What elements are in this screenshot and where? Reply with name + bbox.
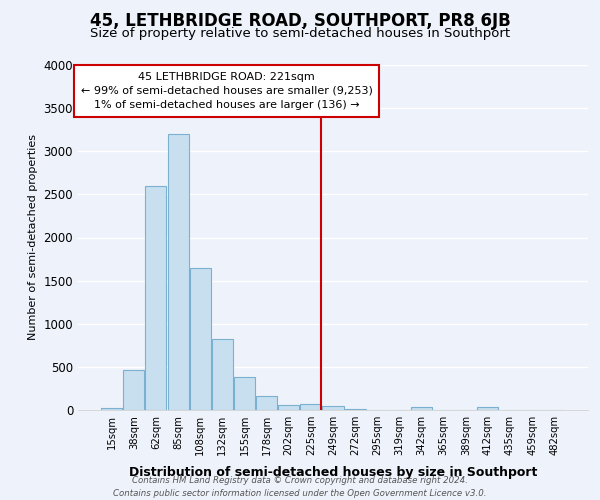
Text: 45, LETHBRIDGE ROAD, SOUTHPORT, PR8 6JB: 45, LETHBRIDGE ROAD, SOUTHPORT, PR8 6JB [89,12,511,30]
Text: Size of property relative to semi-detached houses in Southport: Size of property relative to semi-detach… [90,28,510,40]
Bar [256,396,277,410]
X-axis label: Distribution of semi-detached houses by size in Southport: Distribution of semi-detached houses by … [129,466,537,479]
Bar [212,340,233,410]
Text: Contains HM Land Registry data © Crown copyright and database right 2024.
Contai: Contains HM Land Registry data © Crown c… [113,476,487,498]
Bar [145,186,166,410]
Bar [478,408,499,410]
Bar [190,268,211,410]
Text: 45 LETHBRIDGE ROAD: 221sqm
← 99% of semi-detached houses are smaller (9,253)
1% : 45 LETHBRIDGE ROAD: 221sqm ← 99% of semi… [81,72,373,110]
Bar [278,405,299,410]
Bar [234,377,255,410]
Bar [301,404,322,410]
Bar [101,408,122,410]
Bar [322,406,344,410]
Y-axis label: Number of semi-detached properties: Number of semi-detached properties [28,134,38,340]
Bar [167,134,188,410]
Bar [124,370,145,410]
Bar [344,409,365,410]
Bar [411,408,432,410]
